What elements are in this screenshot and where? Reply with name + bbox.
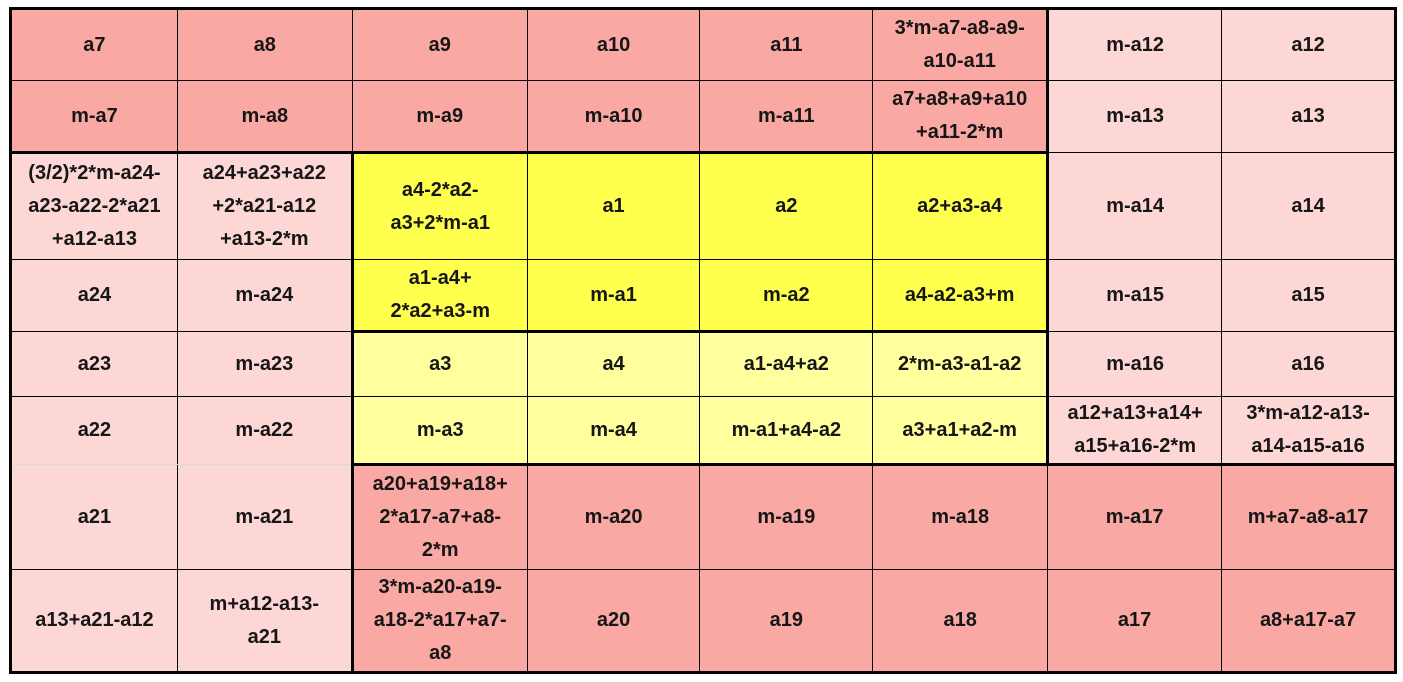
table-cell[interactable]: a12+a13+a14+ a15+a16-2*m: [1046, 396, 1223, 465]
table-cell[interactable]: a13+a21-a12: [10, 569, 178, 673]
table-cell[interactable]: (3/2)*2*m-a24- a23-a22-2*a21 +a12-a13: [10, 151, 178, 260]
table-row: a24 m-a24 a1-a4+ 2*a2+a3-m m-a1 m-a2 a4-a2-a3…: [10, 259, 1396, 332]
table-cell[interactable]: a10: [526, 8, 701, 81]
table-cell[interactable]: m-a10: [526, 80, 701, 153]
table-cell[interactable]: a13: [1221, 80, 1396, 153]
table-cell[interactable]: a14: [1221, 152, 1396, 260]
table-row: a22 m-a22 m-a3 m-a4 m-a1+a4-a2 a3+a1+a2-m a12+…: [10, 396, 1396, 465]
table-cell[interactable]: 2*m-a3-a1-a2: [872, 330, 1049, 397]
table-cell[interactable]: 3*m-a12-a13- a14-a15-a16: [1221, 396, 1396, 465]
table-row: a13+a21-a12 m+a12-a13- a21 3*m-a20-a19- a1…: [10, 569, 1396, 673]
table-cell[interactable]: m-a3: [350, 396, 528, 465]
table-cell[interactable]: 3*m-a7-a8-a9- a10-a11: [872, 8, 1049, 81]
table-cell[interactable]: a17: [1047, 569, 1223, 673]
table-cell[interactable]: a7: [10, 8, 178, 81]
table-cell[interactable]: m-a18: [872, 463, 1049, 570]
table-cell[interactable]: a16: [1221, 331, 1396, 397]
table-cell[interactable]: m+a12-a13- a21: [176, 569, 353, 673]
table-cell[interactable]: a2+a3-a4: [872, 151, 1049, 260]
table-cell[interactable]: m-a12: [1046, 8, 1223, 81]
table-cell[interactable]: m-a15: [1046, 259, 1223, 332]
table-cell[interactable]: m-a13: [1046, 80, 1223, 153]
table-cell[interactable]: 3*m-a20-a19- a18-2*a17+a7- a8: [350, 569, 528, 673]
table-cell[interactable]: a1: [526, 151, 701, 260]
table-row: a21 m-a21 a20+a19+a18+ 2*a17-a7+a8- 2*m m-a…: [10, 463, 1396, 570]
table-cell[interactable]: a4: [526, 330, 701, 397]
table-cell[interactable]: m-a7: [10, 80, 178, 153]
table-cell[interactable]: a1-a4+ 2*a2+a3-m: [350, 259, 528, 332]
table-cell[interactable]: a2: [699, 151, 874, 260]
table-cell[interactable]: a9: [351, 8, 528, 81]
table-cell[interactable]: m-a8: [176, 80, 353, 153]
table-cell[interactable]: a4-a2-a3+m: [872, 259, 1049, 332]
table-cell[interactable]: m-a1+a4-a2: [699, 396, 874, 465]
table-cell[interactable]: m-a19: [699, 463, 874, 570]
table-cell[interactable]: a20+a19+a18+ 2*a17-a7+a8- 2*m: [350, 463, 528, 570]
expression-table: a7 a8 a9 a10 a11 3*m-a7-a8-a9- a10-a11 m-a12 a1…: [9, 7, 1397, 674]
table-cell[interactable]: a15: [1221, 259, 1396, 332]
table-cell[interactable]: m-a20: [526, 463, 701, 570]
table-cell[interactable]: m-a23: [176, 331, 353, 397]
table-cell[interactable]: m-a4: [526, 396, 701, 465]
table-cell[interactable]: a24: [10, 259, 178, 332]
table-row: m-a7 m-a8 m-a9 m-a10 m-a11 a7+a8+a9+a10 +a11-…: [10, 80, 1396, 153]
table-cell[interactable]: m-a2: [699, 259, 874, 332]
table-cell[interactable]: a4-2*a2- a3+2*m-a1: [350, 151, 528, 260]
table-row: a23 m-a23 a3 a4 a1-a4+a2 2*m-a3-a1-a2 m-a16 a16: [10, 330, 1396, 397]
table-cell[interactable]: a1-a4+a2: [699, 330, 874, 397]
table-cell[interactable]: a8: [176, 8, 353, 81]
table-cell[interactable]: a12: [1221, 8, 1396, 81]
table-row: a7 a8 a9 a10 a11 3*m-a7-a8-a9- a10-a11 m-a12 a1…: [10, 8, 1396, 81]
table-cell[interactable]: m-a21: [176, 464, 353, 570]
table-cell[interactable]: a19: [699, 569, 874, 673]
table-cell[interactable]: a18: [872, 569, 1049, 673]
table-cell[interactable]: m-a16: [1046, 331, 1223, 397]
table-cell[interactable]: m-a1: [526, 259, 701, 332]
table-row: (3/2)*2*m-a24- a23-a22-2*a21 +a12-a13 a24…: [10, 151, 1396, 260]
table-cell[interactable]: a8+a17-a7: [1221, 569, 1396, 673]
table-cell[interactable]: m-a17: [1047, 463, 1223, 570]
table-cell[interactable]: a3: [350, 330, 528, 397]
table-cell[interactable]: a23: [10, 331, 178, 397]
table-cell[interactable]: a7+a8+a9+a10 +a11-2*m: [872, 80, 1049, 153]
table-cell[interactable]: m+a7-a8-a17: [1221, 463, 1396, 570]
table-cell[interactable]: a3+a1+a2-m: [872, 396, 1049, 465]
table-cell[interactable]: a20: [526, 569, 701, 673]
table-cell[interactable]: m-a24: [176, 259, 353, 332]
table-cell[interactable]: a21: [10, 464, 178, 570]
table-cell[interactable]: m-a9: [351, 80, 528, 153]
table-cell[interactable]: a22: [10, 396, 178, 465]
table-cell[interactable]: a24+a23+a22 +2*a21-a12 +a13-2*m: [176, 151, 353, 260]
table-cell[interactable]: m-a22: [176, 396, 353, 465]
table-cell[interactable]: a11: [699, 8, 874, 81]
table-cell[interactable]: m-a14: [1046, 152, 1223, 260]
table-cell[interactable]: m-a11: [699, 80, 874, 153]
